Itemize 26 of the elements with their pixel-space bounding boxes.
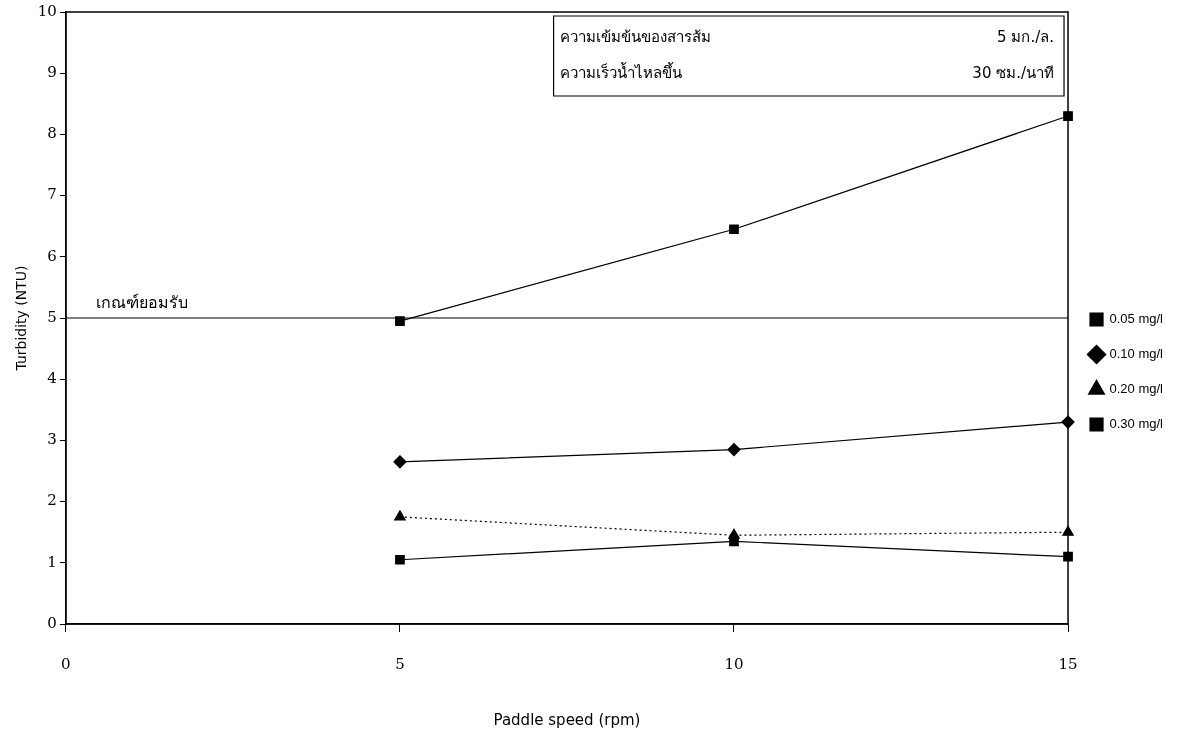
y-axis-title: Turbidity (NTU) bbox=[13, 265, 30, 372]
y-tick-label: 2 bbox=[47, 491, 57, 510]
y-tick-label: 3 bbox=[47, 430, 57, 449]
annotation: 5 มก./ล. bbox=[997, 27, 1055, 46]
x-axis-title: Paddle speed (rpm) bbox=[493, 710, 641, 729]
y-tick-label: 4 bbox=[47, 369, 57, 388]
annotation: ความเข้มข้นของสารส้ม bbox=[559, 27, 711, 46]
y-tick-label: 8 bbox=[47, 124, 57, 143]
legend-label: 0.05 mg/l bbox=[1109, 311, 1164, 327]
y-tick-label: 0 bbox=[47, 613, 57, 632]
y-tick-label: 9 bbox=[47, 63, 57, 82]
ref-line-label: เกณฑ์ยอมรับ bbox=[95, 293, 188, 313]
annotation: ความเร็วน้ำไหลขึ้น bbox=[559, 61, 682, 82]
x-tick-label: 5 bbox=[395, 654, 405, 673]
annotation: 30 ซม./นาที bbox=[972, 63, 1055, 82]
legend-label: 0.30 mg/l bbox=[1109, 416, 1164, 432]
legend-label: 0.10 mg/l bbox=[1109, 346, 1164, 362]
y-tick-label: 5 bbox=[47, 307, 57, 326]
y-tick-label: 10 bbox=[37, 1, 57, 20]
x-tick-label: 0 bbox=[61, 654, 71, 673]
y-tick-label: 7 bbox=[47, 185, 57, 204]
y-tick-label: 6 bbox=[47, 246, 57, 265]
legend-label: 0.20 mg/l bbox=[1109, 381, 1164, 397]
x-tick-label: 15 bbox=[1058, 654, 1078, 673]
y-tick-label: 1 bbox=[47, 552, 57, 571]
x-tick-label: 10 bbox=[724, 654, 744, 673]
